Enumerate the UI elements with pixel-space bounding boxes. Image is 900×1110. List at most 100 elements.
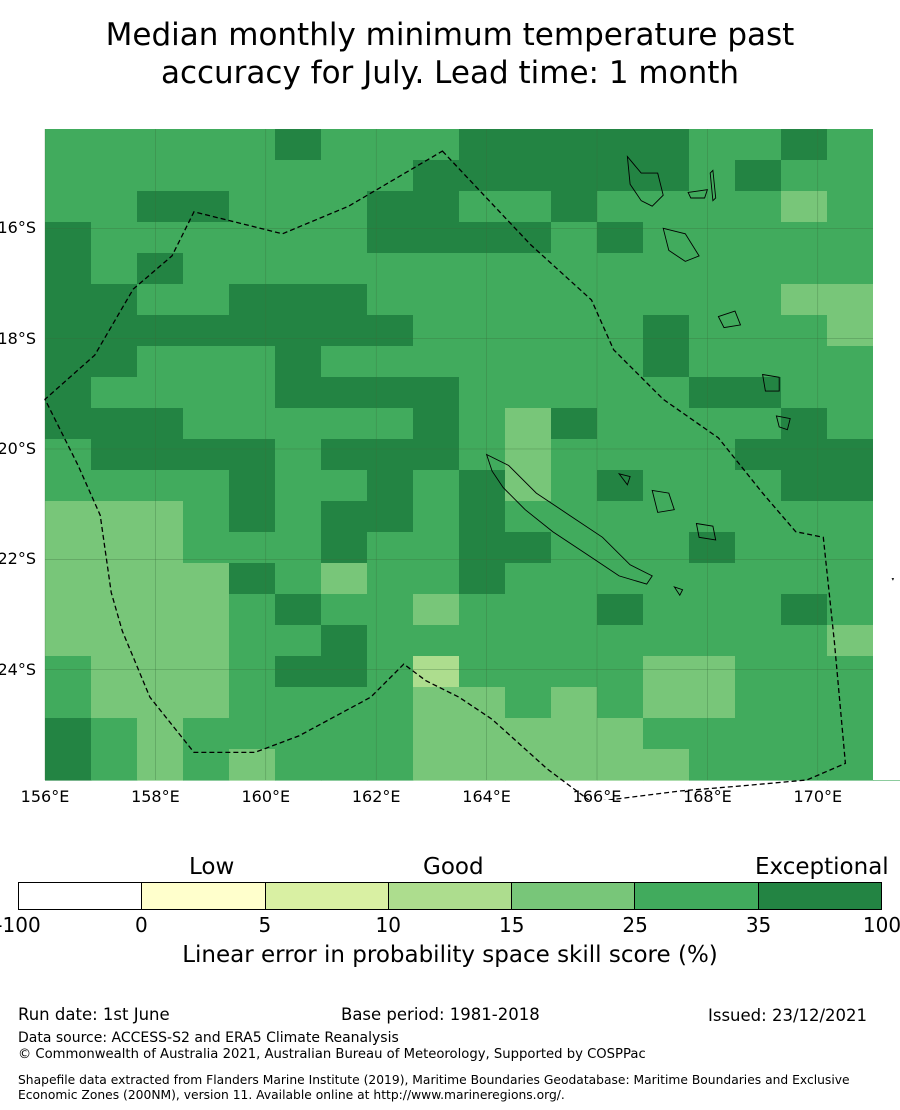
skill-cell <box>735 470 782 502</box>
skill-cell <box>321 594 368 626</box>
skill-cell <box>643 470 690 502</box>
skill-cell <box>321 253 368 285</box>
skill-cell <box>321 625 368 657</box>
skill-cell <box>91 625 138 657</box>
skill-cell <box>137 749 184 781</box>
skill-cell <box>551 687 598 719</box>
skill-cell <box>229 718 276 750</box>
skill-cell <box>229 129 276 161</box>
skill-cell <box>321 160 368 192</box>
skill-cell <box>459 253 506 285</box>
skill-cell <box>827 718 874 750</box>
skill-cell <box>827 439 874 471</box>
data-source: Data source: ACCESS-S2 and ERA5 Climate … <box>18 1030 399 1046</box>
skill-cell <box>505 439 552 471</box>
colorbar <box>18 882 882 910</box>
skill-cell <box>367 129 414 161</box>
skill-cell <box>275 191 322 223</box>
skill-cell <box>505 129 552 161</box>
skill-cell <box>505 470 552 502</box>
skill-cell <box>505 191 552 223</box>
skill-cell <box>459 315 506 347</box>
skill-cell <box>321 129 368 161</box>
skill-cell <box>367 253 414 285</box>
skill-cell <box>137 160 184 192</box>
skill-cell <box>229 346 276 378</box>
skill-cell <box>275 470 322 502</box>
colorbar-category-low: Low <box>189 854 235 880</box>
skill-cell <box>321 439 368 471</box>
skill-cell <box>413 222 460 254</box>
colorbar-category-good: Good <box>423 854 484 880</box>
issued-date: Issued: 23/12/2021 <box>708 1006 868 1025</box>
skill-cell <box>367 687 414 719</box>
skill-cell <box>827 501 874 533</box>
skill-cell <box>413 718 460 750</box>
skill-cell <box>505 749 552 781</box>
skill-cell <box>137 656 184 688</box>
skill-cell <box>183 687 230 719</box>
skill-cell <box>91 718 138 750</box>
skill-cell <box>413 749 460 781</box>
skill-cell <box>137 408 184 440</box>
latitude-tick-label: 18°S <box>0 328 36 348</box>
skill-cell <box>689 284 736 316</box>
island-outline <box>651 489 675 513</box>
skill-cell <box>413 315 460 347</box>
skill-cell <box>689 749 736 781</box>
skill-cell <box>321 532 368 564</box>
skill-cell <box>91 501 138 533</box>
skill-cell <box>551 284 598 316</box>
skill-cell <box>413 284 460 316</box>
skill-cell <box>91 656 138 688</box>
skill-cell <box>275 284 322 316</box>
skill-map <box>44 129 900 800</box>
skill-cell <box>413 563 460 595</box>
skill-cell <box>229 439 276 471</box>
skill-cell <box>229 470 276 502</box>
skill-cell <box>735 594 782 626</box>
skill-cell <box>229 253 276 285</box>
skill-cell <box>275 315 322 347</box>
skill-cell <box>643 284 690 316</box>
skill-cell <box>689 470 736 502</box>
skill-cell <box>137 501 184 533</box>
skill-cell <box>505 284 552 316</box>
skill-cell <box>91 129 138 161</box>
skill-cell <box>137 222 184 254</box>
skill-cell <box>45 191 92 223</box>
island-outline <box>891 578 895 581</box>
skill-cell <box>827 749 874 781</box>
skill-cell <box>45 160 92 192</box>
skill-cell <box>413 532 460 564</box>
skill-cell <box>229 284 276 316</box>
skill-cell <box>827 129 874 161</box>
skill-cell <box>45 501 92 533</box>
skill-cell <box>551 408 598 440</box>
skill-cell <box>781 222 828 254</box>
skill-cell <box>689 222 736 254</box>
skill-cell <box>781 160 828 192</box>
skill-cell <box>275 129 322 161</box>
longitude-tick-label: 162°E <box>351 787 401 806</box>
skill-cell <box>367 501 414 533</box>
skill-cell <box>643 625 690 657</box>
skill-cell <box>229 563 276 595</box>
skill-cell <box>459 532 506 564</box>
skill-cell <box>137 284 184 316</box>
longitude-tick-label: 156°E <box>20 787 70 806</box>
skill-cell <box>597 377 644 409</box>
skill-cell <box>183 594 230 626</box>
skill-cell <box>367 160 414 192</box>
skill-cell <box>413 253 460 285</box>
skill-cell <box>643 656 690 688</box>
skill-cell <box>137 532 184 564</box>
skill-cell <box>597 625 644 657</box>
skill-cell <box>505 253 552 285</box>
skill-cell <box>781 346 828 378</box>
skill-cell <box>321 315 368 347</box>
skill-cell <box>45 687 92 719</box>
skill-cell <box>643 377 690 409</box>
skill-cell <box>735 563 782 595</box>
skill-cell <box>275 439 322 471</box>
